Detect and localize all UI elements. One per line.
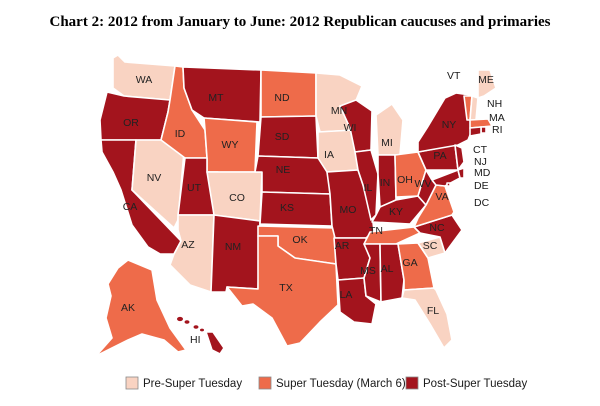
state-label-ar: AR — [335, 240, 350, 252]
state-ak — [95, 259, 187, 357]
state-label-ia: IA — [324, 149, 334, 161]
legend-label: Post-Super Tuesday — [423, 378, 527, 390]
legend-item-pre-super-tuesday: Pre-Super Tuesday — [125, 376, 242, 390]
state-label-mn: MN — [331, 105, 347, 117]
state-label-va: VA — [435, 191, 448, 203]
state-fl — [401, 287, 453, 349]
state-label-mt: MT — [208, 92, 224, 104]
state-label-in: IN — [380, 177, 391, 189]
state-label-ms: MS — [360, 265, 376, 277]
state-label-co: CO — [229, 192, 245, 204]
state-label-ma: MA — [489, 112, 505, 124]
state-nh — [469, 95, 479, 121]
state-label-vt: VT — [447, 70, 461, 82]
state-ct — [469, 126, 482, 137]
state-label-il: IL — [364, 182, 373, 194]
state-label-de: DE — [474, 180, 489, 192]
state-label-la: LA — [340, 289, 353, 301]
state-label-ky: KY — [389, 206, 403, 218]
state-label-mo: MO — [340, 204, 357, 216]
state-dc — [446, 182, 451, 187]
state-label-ri: RI — [492, 124, 503, 136]
state-ks — [259, 191, 333, 227]
state-tx — [226, 235, 339, 347]
state-label-id: ID — [175, 128, 186, 140]
state-nj — [454, 144, 465, 171]
hawaii-island-1 — [177, 316, 183, 322]
legend-label: Pre-Super Tuesday — [143, 378, 242, 390]
legend-item-super-tuesday: Super Tuesday (March 6) — [258, 376, 406, 390]
state-ma — [469, 118, 493, 129]
state-label-ut: UT — [187, 182, 202, 194]
state-label-tn: TN — [369, 225, 383, 237]
state-label-wv: WV — [415, 178, 432, 190]
state-label-ca: CA — [123, 201, 138, 213]
state-tn — [363, 226, 421, 245]
state-label-nv: NV — [147, 172, 162, 184]
state-label-md: MD — [474, 167, 491, 179]
state-il — [354, 149, 379, 221]
state-label-wi: WI — [344, 122, 357, 134]
hawaii-island-2 — [184, 320, 190, 324]
state-label-or: OR — [123, 117, 139, 129]
legend-label: Super Tuesday (March 6) — [276, 378, 406, 390]
state-label-ga: GA — [402, 257, 417, 269]
state-label-tx: TX — [279, 282, 292, 294]
map-title: Chart 2: 2012 from January to June: 2012… — [49, 14, 551, 30]
state-label-pa: PA — [433, 150, 446, 162]
state-label-mi: MI — [381, 137, 393, 149]
state-label-ak: AK — [121, 302, 135, 314]
legend-item-post-super-tuesday: Post-Super Tuesday — [405, 376, 527, 390]
state-label-nj: NJ — [474, 156, 487, 168]
state-label-az: AZ — [181, 239, 195, 251]
state-al — [379, 243, 405, 303]
state-label-nd: ND — [274, 92, 290, 104]
legend-swatch — [405, 376, 419, 390]
state-label-nc: NC — [429, 222, 445, 234]
state-md — [431, 169, 461, 187]
hawaii-island-3 — [193, 325, 199, 329]
legend-swatch — [125, 376, 139, 390]
state-label-ne: NE — [276, 164, 291, 176]
state-label-sc: SC — [423, 240, 438, 252]
legend-swatch — [258, 376, 272, 390]
hawaii-island-4 — [200, 328, 204, 332]
state-label-nh: NH — [487, 98, 502, 110]
state-label-sd: SD — [275, 131, 290, 143]
state-de — [457, 167, 465, 179]
state-label-ks: KS — [280, 202, 294, 214]
state-label-nm: NM — [225, 241, 241, 253]
state-label-fl: FL — [427, 305, 439, 317]
state-label-ok: OK — [292, 234, 307, 246]
state-label-hi: HI — [190, 334, 201, 346]
state-label-dc: DC — [474, 197, 490, 209]
state-label-wy: WY — [222, 139, 239, 151]
state-label-ct: CT — [473, 144, 488, 156]
state-label-me: ME — [478, 74, 494, 86]
state-mi — [375, 103, 404, 156]
state-label-ny: NY — [442, 119, 457, 131]
state-label-al: AL — [381, 263, 394, 275]
state-label-wa: WA — [136, 74, 153, 86]
state-nm — [210, 214, 261, 293]
state-az — [169, 214, 215, 293]
state-label-oh: OH — [397, 174, 413, 186]
state-me — [477, 69, 497, 99]
state-hi — [205, 331, 225, 355]
state-ne — [254, 155, 331, 195]
